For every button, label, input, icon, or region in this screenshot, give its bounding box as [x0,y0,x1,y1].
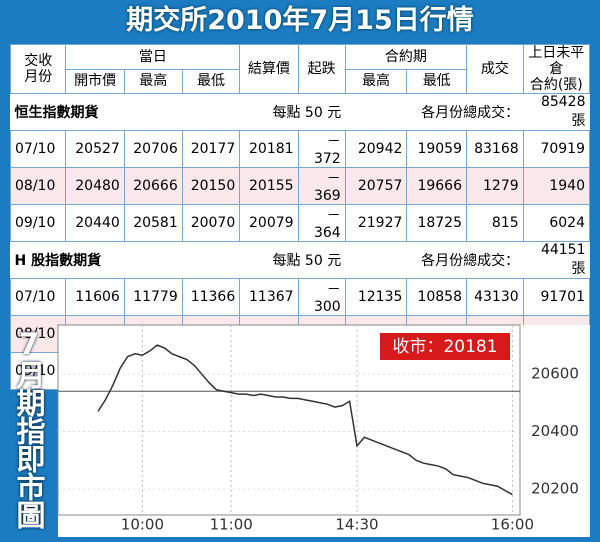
data-row: 07/10 11606 11779 11366 11367 －300 12135 10858 4… [9,278,591,316]
section-total-label: 各月份總成交： [345,93,524,131]
header-cell: 交收 月份 [9,44,67,94]
section-note: 每點 50 元 [239,93,346,131]
header-row: 交收 月份 當日 結算價 起跌 合約期 成交 上日未平倉 合約(張) [9,44,591,94]
header-cell: 當日 [65,44,241,70]
data-cell: －300 [297,278,346,316]
y-tick-label: 20600 [531,364,579,382]
data-cell: 91701 [522,278,591,316]
data-cell: 20666 [123,167,183,205]
header-text: 交收 [24,53,53,69]
header-text: 月份 [24,69,53,85]
data-cell: 815 [465,204,524,242]
data-cell: 20706 [123,130,183,168]
header-cell: 合約期 [344,44,467,70]
data-cell: 70919 [522,130,591,168]
header-cell: 上日未平倉 合約(張) [522,44,591,94]
section-total: 85428 張 [523,93,590,131]
x-tick-label: 16:00 [491,516,534,534]
data-cell: 20181 [239,130,299,168]
title: 期交所2010年7月15日行情 [126,5,474,36]
data-cell: 20079 [239,204,299,242]
data-cell: 20527 [65,130,125,168]
data-cell: －369 [297,167,346,205]
data-cell: 1940 [522,167,591,205]
data-cell: 21927 [344,204,408,242]
data-cell: 11367 [239,278,299,316]
header-cell: 開市價 [65,68,125,94]
annotation-box [380,333,510,360]
annotation: 收市：20181 [392,337,497,357]
data-cell: 20581 [123,204,183,242]
data-cell: 1279 [465,167,524,205]
chart-bg [58,325,590,537]
data-row: 07/10 20527 20706 20177 20181 －372 20942 19059 8… [9,130,591,168]
header-cell: 結算價 [239,44,299,94]
data-cell: 10858 [406,278,467,316]
data-cell: 43130 [465,278,524,316]
data-cell: 07/10 [9,130,67,168]
x-tick-label: 11:00 [210,516,253,534]
data-cell: 20480 [65,167,125,205]
section-total-label: 各月份總成交： [345,241,524,279]
data-cell: 11366 [181,278,241,316]
data-cell: －364 [297,204,346,242]
data-cell: 11606 [65,278,125,316]
data-cell: 20150 [181,167,241,205]
data-row: 08/10 20480 20666 20150 20155 －369 20757 19666 1… [9,167,591,205]
header-text: 起跌 [307,61,336,77]
data-cell: 18725 [406,204,467,242]
data-cell: 19059 [406,130,467,168]
data-cell: 20757 [344,167,408,205]
data-row: 09/10 20440 20581 20070 20079 －364 21927 18725 8… [9,204,591,242]
header-text: 成交 [480,61,509,77]
header-cell: 成交 [465,44,524,94]
section-name: H 股指數期貨 [10,241,240,279]
data-cell: 19666 [406,167,467,205]
data-cell: 20942 [344,130,408,168]
header-row: 開市價 最高 最低 最高 最低 [11,68,590,94]
header-text: 上日未平倉 [528,45,585,77]
data-cell: 12135 [344,278,408,316]
header-cell: 最高 [123,68,183,94]
x-tick-label: 14:30 [335,516,378,534]
header-text: 合約(張) [529,77,583,93]
data-cell: 83168 [465,130,524,168]
section-note: 每點 50 元 [239,241,346,279]
data-cell: 11779 [123,278,183,316]
data-cell: 20440 [65,204,125,242]
data-cell: 09/10 [9,204,67,242]
data-cell: 07/10 [9,278,67,316]
y-tick-label: 20200 [531,480,579,498]
header-cell: 最高 [344,68,408,94]
data-cell: －372 [297,130,346,168]
x-tick-label: 10:00 [121,516,164,534]
header-cell: 起跌 [297,44,346,94]
chart-title: 7月期指即市圖 [12,326,46,528]
header-text: 當日 [138,48,167,65]
data-cell: 6024 [522,204,591,242]
section-row: 恒生指數期貨 每點 50 元各月份總成交： 85428 張 [10,93,590,131]
header-cell: 最低 [181,68,241,94]
price-line [97,344,513,496]
section-total: 44151 張 [523,241,590,279]
header-text: 合約期 [384,48,427,65]
data-cell: 08/10 [9,167,67,205]
y-tick-label: 20400 [531,422,579,440]
header-text: 結算價 [247,61,290,77]
header-cell: 最低 [406,68,467,94]
data-cell: 08/10 [9,315,67,353]
data-cell: 20070 [181,204,241,242]
chart: 20200 20400 20600 10:00 11:00 14:30 16:00 收市：20… [57,324,590,537]
section-row: H 股指數期貨 每點 50 元各月份總成交： 44151 張 [10,241,590,279]
data-cell: 20155 [239,167,299,205]
plot-frame [57,324,521,516]
section-name: 恒生指數期貨 [10,93,240,131]
data-cell: 20177 [181,130,241,168]
